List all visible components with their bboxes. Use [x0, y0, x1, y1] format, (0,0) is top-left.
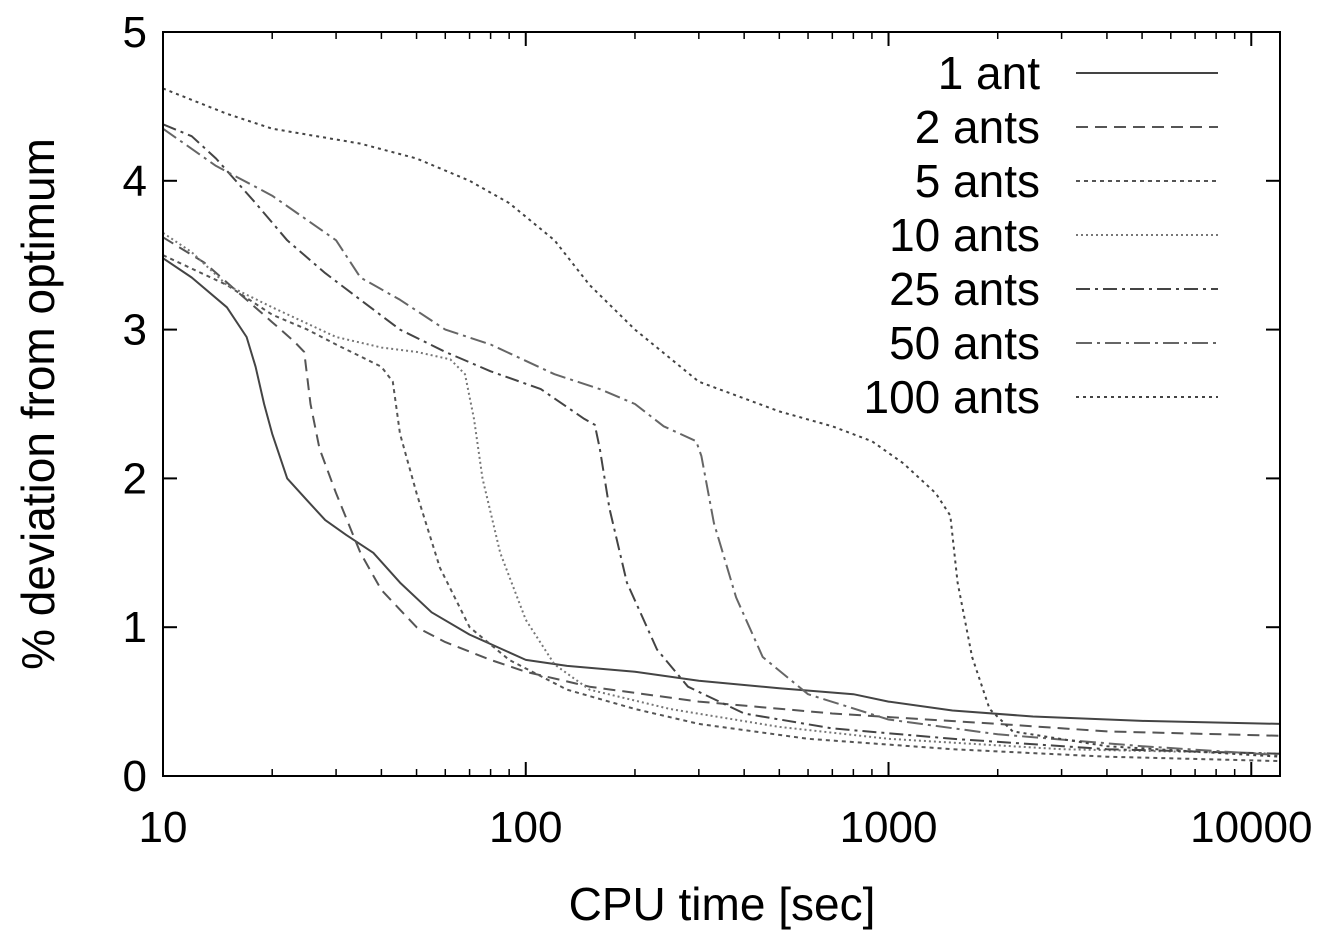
series-line-3	[162, 232, 1281, 755]
series-line-2	[162, 254, 1281, 763]
ticks-layer: 0 1 2 3 4 5 10 100 1000 10000	[123, 8, 1313, 852]
series-layer	[162, 87, 1281, 763]
y-tick-label-5: 5	[123, 8, 147, 57]
x-tick-label-0: 10	[139, 803, 188, 852]
y-tick-label-0: 0	[123, 752, 147, 801]
x-axis-label: CPU time [sec]	[569, 878, 876, 930]
series-line-5	[162, 127, 1281, 757]
y-axis-label: % deviation from optimum	[12, 138, 64, 670]
legend-label-2: 5 ants	[915, 155, 1040, 207]
x-tick-label-1: 100	[489, 803, 562, 852]
x-tick-label-2: 1000	[840, 803, 938, 852]
y-tick-label-4: 4	[123, 157, 147, 206]
series-line-4	[162, 123, 1281, 755]
legend-label-4: 25 ants	[889, 263, 1040, 315]
plot-frame	[162, 31, 1281, 777]
x-tick-label-3: 10000	[1190, 803, 1312, 852]
y-tick-label-1: 1	[123, 603, 147, 652]
legend-label-6: 100 ants	[864, 371, 1040, 423]
y-tick-label-3: 3	[123, 306, 147, 355]
legend-label-0: 1 ant	[938, 47, 1041, 99]
legend-label-1: 2 ants	[915, 101, 1040, 153]
series-line-0	[162, 257, 1281, 725]
legend-label-3: 10 ants	[889, 209, 1040, 261]
series-line-6	[162, 87, 1281, 758]
legend-label-5: 50 ants	[889, 317, 1040, 369]
y-tick-label-2: 2	[123, 454, 147, 503]
